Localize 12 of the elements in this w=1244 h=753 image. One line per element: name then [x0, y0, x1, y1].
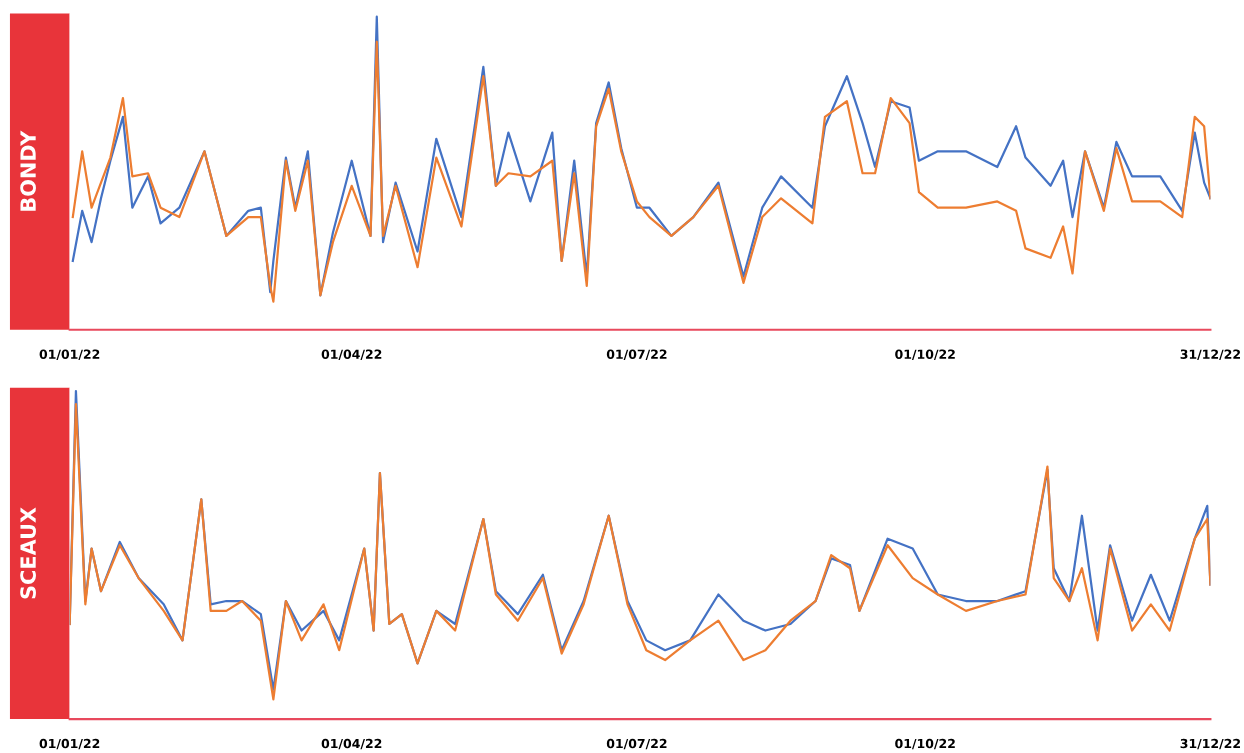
x-tick-label: 01/10/22 [895, 738, 955, 750]
x-tick-label: 31/12/22 [1180, 738, 1240, 750]
y-axis-title: BONDY [20, 130, 36, 211]
x-tick-label: 01/07/22 [606, 349, 667, 360]
x-tick-label: 01/01/22 [39, 349, 100, 360]
x-tick-label: 31/12/22 [1180, 349, 1240, 360]
x-tick-label: 01/01/22 [39, 738, 100, 750]
x-tick-label: 01/04/22 [321, 349, 382, 360]
x-tick-label: 01/04/22 [321, 738, 382, 750]
y-axis-title: SCEAUX [20, 507, 36, 599]
x-tick-label: 01/10/22 [895, 349, 955, 360]
x-tick-label: 01/07/22 [606, 738, 667, 750]
